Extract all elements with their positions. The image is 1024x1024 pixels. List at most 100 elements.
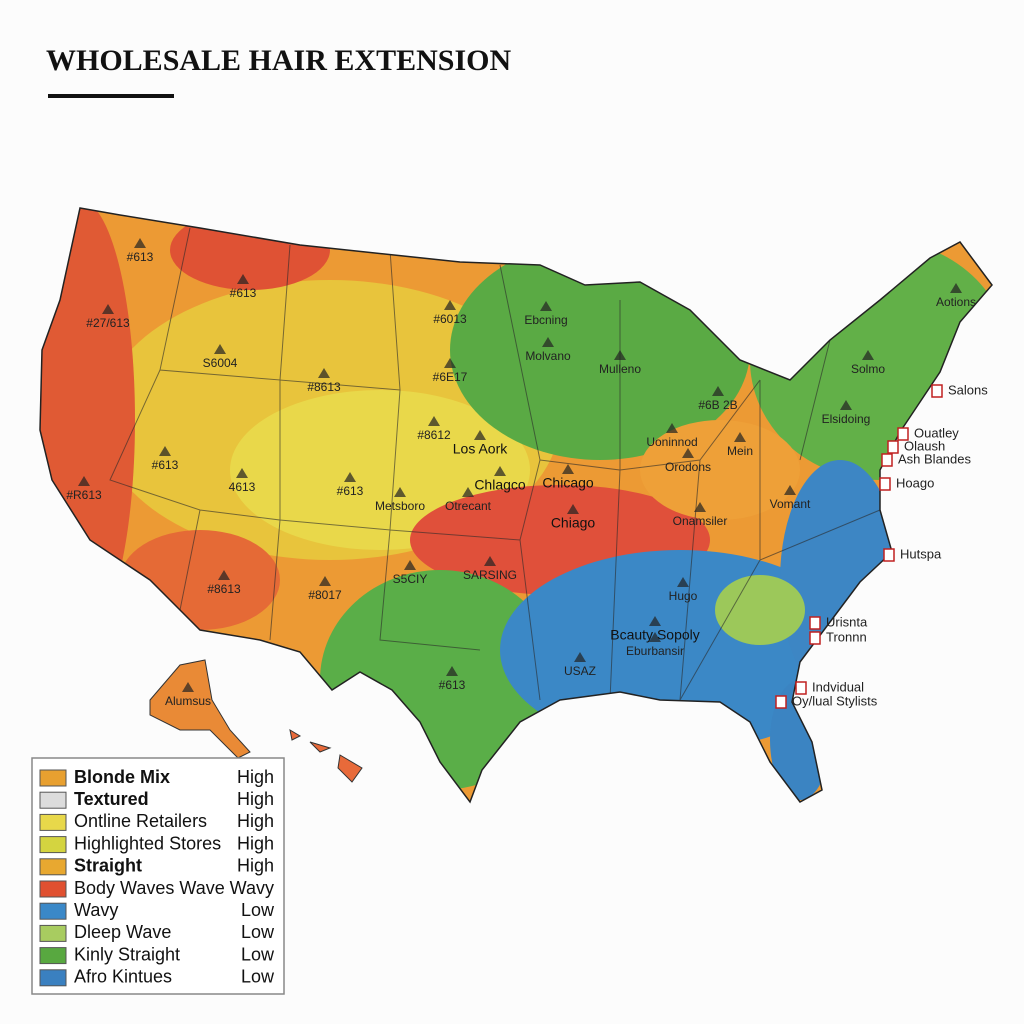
map-label: #27/613 [86, 316, 130, 330]
legend-swatch [39, 858, 67, 876]
pin-icon [734, 432, 746, 442]
pin-icon [484, 556, 496, 566]
map-label: Otrecant [445, 499, 492, 513]
map-label: #6B 2B [698, 398, 737, 412]
pin-icon [862, 350, 874, 360]
map-label: #8613 [307, 380, 341, 394]
store-icon [809, 631, 821, 645]
pin-icon [950, 283, 962, 293]
map-label: Los Aork [453, 441, 508, 457]
map-labels: #613 #613 #27/613 S6004 #8613 #6013 #6E17 #8612… [66, 238, 988, 709]
legend-level: High [237, 833, 274, 853]
pin-icon [344, 472, 356, 482]
pin-icon [840, 400, 852, 410]
pin-icon [494, 466, 506, 476]
map-label: USAZ [564, 664, 596, 678]
legend-swatch [39, 880, 67, 898]
legend-level: Low [241, 967, 275, 987]
legend-level: High [237, 856, 274, 876]
pin-icon [182, 682, 194, 692]
pin-icon [567, 504, 579, 514]
map-label: Olaush [904, 438, 945, 453]
map-label: #6E17 [433, 370, 468, 384]
map-label: #R613 [66, 488, 102, 502]
map-label: #613 [439, 678, 466, 692]
store-icon [795, 681, 807, 695]
map-label: Chicago [542, 475, 594, 491]
map-label: Mein [727, 444, 753, 458]
map-label: Indvidual [812, 679, 864, 694]
pin-icon [614, 350, 626, 360]
legend-swatch [39, 947, 67, 965]
legend-level: Wavy [230, 878, 274, 898]
legend-name: Afro Kintues [74, 967, 172, 987]
legend-level: High [237, 789, 274, 809]
store-icon [809, 616, 821, 630]
hawaii [289, 728, 363, 783]
legend-swatch [39, 791, 67, 809]
map-label: Uoninnod [646, 435, 697, 449]
title-underline [48, 94, 174, 98]
legend-swatch [39, 924, 67, 942]
map-label: Hutspa [900, 546, 942, 561]
map-label: #8612 [417, 428, 451, 442]
pin-icon [474, 430, 486, 440]
legend-swatch [39, 969, 67, 987]
map-label: #613 [230, 286, 257, 300]
state-borders [109, 227, 881, 701]
pin-icon [102, 304, 114, 314]
map-label: Tronnn [826, 629, 867, 644]
pin-icon [574, 652, 586, 662]
map-label: Metsboro [375, 499, 425, 513]
us-map [40, 208, 992, 802]
region [715, 575, 805, 645]
pin-icon [394, 487, 406, 497]
region [170, 210, 330, 290]
pin-icon [649, 632, 661, 642]
map-label: Molvano [525, 349, 571, 363]
map-label: Onamsiler [673, 514, 728, 528]
legend-name: Textured [74, 789, 149, 809]
map-label: Aotions [936, 295, 976, 309]
legend-box [31, 757, 285, 995]
pin-icon [159, 446, 171, 456]
pin-icon [236, 468, 248, 478]
pin-icon [682, 448, 694, 458]
pin-icon [446, 666, 458, 676]
pin-icon [562, 464, 574, 474]
map-label: Eburbansir [626, 644, 684, 658]
store-icon [879, 477, 891, 491]
map-label: Vomant [770, 497, 811, 511]
us-outline [39, 207, 993, 804]
map-label: Urisnta [826, 614, 868, 629]
region [780, 460, 900, 700]
pin-icon [784, 485, 796, 495]
legend-swatch [39, 813, 67, 831]
pin-icon [462, 487, 474, 497]
map-label: #613 [152, 458, 179, 472]
pin-icon [218, 570, 230, 580]
title: WHOLESALE HAIR EXTENSION [46, 44, 511, 77]
map-label: Orodons [665, 460, 711, 474]
region [750, 240, 992, 480]
store-icon [887, 440, 899, 454]
pin-icon [542, 337, 554, 347]
legend-name: Dleep Wave [74, 922, 171, 942]
legend-level: High [237, 811, 274, 831]
map-label: #8613 [207, 582, 241, 596]
map-label: Hugo [669, 589, 698, 603]
legend-level: High [237, 767, 274, 787]
map-label: Salons [948, 382, 988, 397]
map-label: #613 [127, 250, 154, 264]
pin-icon [319, 576, 331, 586]
map-label: #6013 [433, 312, 467, 326]
map-label: SARSING [463, 568, 517, 582]
map-label: Chiago [551, 515, 596, 531]
map-label: Elsidoing [822, 412, 871, 426]
legend-name: Wavy [74, 900, 118, 920]
map-label: Mulleno [599, 362, 641, 376]
legend-name: Ontline Retailers [74, 811, 207, 831]
map-label: Hoago [896, 475, 934, 490]
